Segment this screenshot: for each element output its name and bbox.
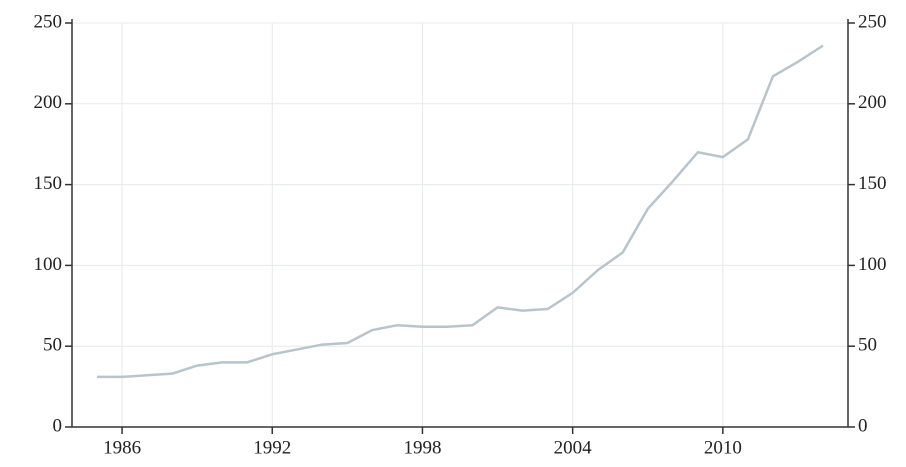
y-tick-label: 50 (43, 335, 62, 356)
y-tick-label: 200 (34, 92, 63, 113)
x-tick-label: 1998 (403, 437, 441, 458)
x-tick-label: 2004 (554, 437, 593, 458)
x-tick-label: 2010 (704, 437, 742, 458)
y-tick-label: 100 (34, 254, 63, 275)
y-tick-label: 250 (34, 11, 63, 32)
y2-tick-label: 200 (858, 92, 887, 113)
y-tick-label: 150 (34, 173, 63, 194)
y2-tick-label: 100 (858, 254, 887, 275)
line-series (97, 44, 824, 379)
y2-tick-label: 250 (858, 11, 887, 32)
x-tick-label: 1986 (103, 437, 141, 458)
y2-tick-label: 50 (858, 335, 877, 356)
x-tick-label: 1992 (253, 437, 291, 458)
y2-tick-label: 0 (858, 415, 868, 436)
y-tick-label: 0 (53, 415, 63, 436)
y2-tick-label: 150 (858, 173, 887, 194)
